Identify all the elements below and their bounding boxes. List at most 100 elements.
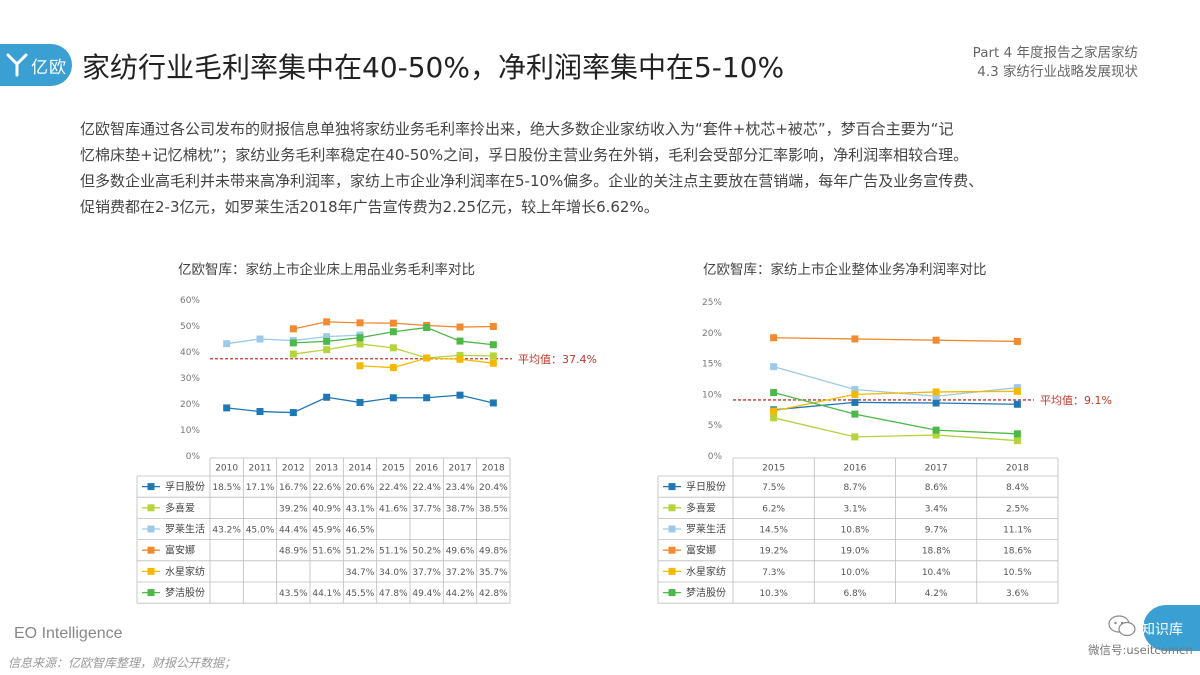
gm-data-point	[423, 394, 431, 402]
gm-x-tick: 2017	[449, 464, 472, 474]
section-label: Part 4 年度报告之家居家纺 4.3 家纺行业战略发展现状	[973, 44, 1138, 82]
gm-x-tick: 2018	[482, 464, 505, 474]
nm-data-point	[932, 426, 940, 434]
gm-data-label: 46.5%	[346, 526, 375, 536]
logo: 亿欧	[0, 44, 72, 86]
gm-data-point	[356, 362, 364, 370]
nm-x-tick: 2017	[925, 464, 948, 474]
nm-y-tick: 0%	[708, 452, 723, 462]
nm-data-label: 10.3%	[759, 589, 788, 599]
gm-x-tick: 2015	[382, 464, 405, 474]
gm-data-point	[423, 324, 431, 332]
gm-data-label: 22.4%	[412, 483, 441, 493]
gm-legend-marker	[147, 589, 155, 597]
gm-data-point	[456, 351, 464, 359]
gm-data-point	[256, 408, 264, 416]
nm-data-label: 18.8%	[922, 547, 951, 557]
gm-legend-marker	[147, 567, 155, 575]
gm-legend-marker	[147, 525, 155, 533]
gm-legend-label: 水星家纺	[165, 565, 205, 578]
nm-data-point	[851, 398, 859, 406]
nm-data-label: 10.4%	[922, 568, 951, 578]
gm-data-label: 43.1%	[346, 504, 375, 514]
nm-data-label: 7.3%	[762, 568, 785, 578]
gm-legend-label: 梦洁股份	[165, 586, 205, 599]
intro-line-2: 忆棉床垫+记忆棉枕”；家纺业务毛利率稳定在40-50%之间，孚日股份主营业务在外…	[80, 146, 969, 164]
nm-data-label: 8.4%	[1006, 483, 1029, 493]
right-chart-title: 亿欧智库：家纺上市企业整体业务净利润率对比	[703, 262, 987, 278]
gm-data-point	[423, 354, 431, 362]
nm-data-label: 9.7%	[925, 526, 948, 536]
footer-brand: EO Intelligence	[14, 625, 123, 642]
nm-data-point	[932, 431, 940, 439]
gm-data-point	[323, 333, 331, 341]
gm-data-label: 34.7%	[346, 568, 375, 578]
gm-data-point	[389, 319, 397, 327]
nm-legend-label: 梦洁股份	[686, 586, 726, 599]
nm-y-tick: 15%	[702, 360, 722, 370]
gm-data-label: 18.5%	[212, 483, 241, 493]
nm-series-line	[773, 401, 1018, 411]
left-chart-title: 亿欧智库：家纺上市企业床上用品业务毛利率对比	[178, 262, 475, 278]
nm-x-tick: 2015	[762, 464, 785, 474]
nm-x-tick: 2016	[843, 464, 866, 474]
gm-x-tick: 2012	[282, 464, 305, 474]
nm-legend-label: 水星家纺	[686, 565, 726, 578]
nm-legend-label: 孚日股份	[686, 481, 726, 493]
nm-data-label: 10.0%	[841, 568, 870, 578]
nm-data-label: 19.2%	[759, 547, 788, 557]
nm-legend-label: 多喜爱	[686, 501, 716, 514]
gm-data-point	[289, 350, 297, 358]
gm-data-point	[456, 355, 464, 363]
gm-data-point	[323, 318, 331, 326]
gm-legend-label: 多喜爱	[165, 501, 195, 514]
nm-legend-label: 富安娜	[686, 544, 716, 557]
gm-y-tick: 50%	[180, 322, 200, 332]
nm-data-label: 14.5%	[759, 526, 788, 536]
gm-data-label: 51.2%	[346, 547, 375, 557]
gm-data-label: 37.7%	[412, 568, 441, 578]
gm-data-label: 40.9%	[312, 504, 341, 514]
gm-data-point	[389, 344, 397, 352]
gm-data-point	[323, 337, 331, 345]
gm-data-label: 38.7%	[446, 504, 475, 514]
gm-data-label: 23.4%	[446, 483, 475, 493]
gm-data-label: 51.6%	[312, 547, 341, 557]
gm-y-tick: 0%	[186, 452, 201, 462]
gm-data-point	[223, 404, 231, 412]
gm-data-point	[323, 346, 331, 354]
nm-data-label: 3.6%	[1006, 589, 1029, 599]
wechat-icon	[1108, 615, 1136, 637]
intro-line-4: 促销费都在2-3亿元，如罗莱生活2018年广告宣传费为2.25亿元，较上年增长6…	[80, 198, 659, 216]
gm-data-label: 50.2%	[412, 547, 441, 557]
nm-y-tick: 10%	[702, 390, 722, 400]
gm-data-point	[323, 393, 331, 401]
gm-data-point	[356, 319, 364, 327]
gm-y-tick: 10%	[180, 426, 200, 436]
gm-data-point	[489, 352, 497, 360]
watermark-badge	[1143, 605, 1200, 651]
nm-legend-label: 罗莱生活	[686, 523, 726, 536]
gm-x-tick: 2011	[249, 464, 272, 474]
nm-legend-marker	[668, 525, 676, 533]
page-title: 家纺行业毛利率集中在40-50%，净利润率集中在5-10%	[82, 51, 785, 84]
gm-data-label: 45.9%	[312, 526, 341, 536]
nm-data-label: 8.7%	[843, 483, 866, 493]
nm-series-line	[773, 390, 1018, 412]
gm-data-point	[389, 328, 397, 336]
gm-data-label: 34.0%	[379, 568, 408, 578]
gm-legend-label: 孚日股份	[165, 481, 205, 493]
gm-data-point	[289, 325, 297, 333]
gm-data-label: 39.2%	[279, 504, 308, 514]
nm-data-point	[1013, 430, 1021, 438]
gm-data-point	[456, 337, 464, 345]
gm-data-point	[356, 398, 364, 406]
nm-legend-marker	[668, 589, 676, 597]
gm-legend-marker	[147, 483, 155, 491]
gm-data-label: 17.1%	[246, 483, 275, 493]
nm-data-point	[770, 334, 778, 342]
nm-data-label: 8.6%	[925, 483, 948, 493]
gm-data-label: 49.4%	[412, 589, 441, 599]
gm-data-point	[489, 323, 497, 331]
